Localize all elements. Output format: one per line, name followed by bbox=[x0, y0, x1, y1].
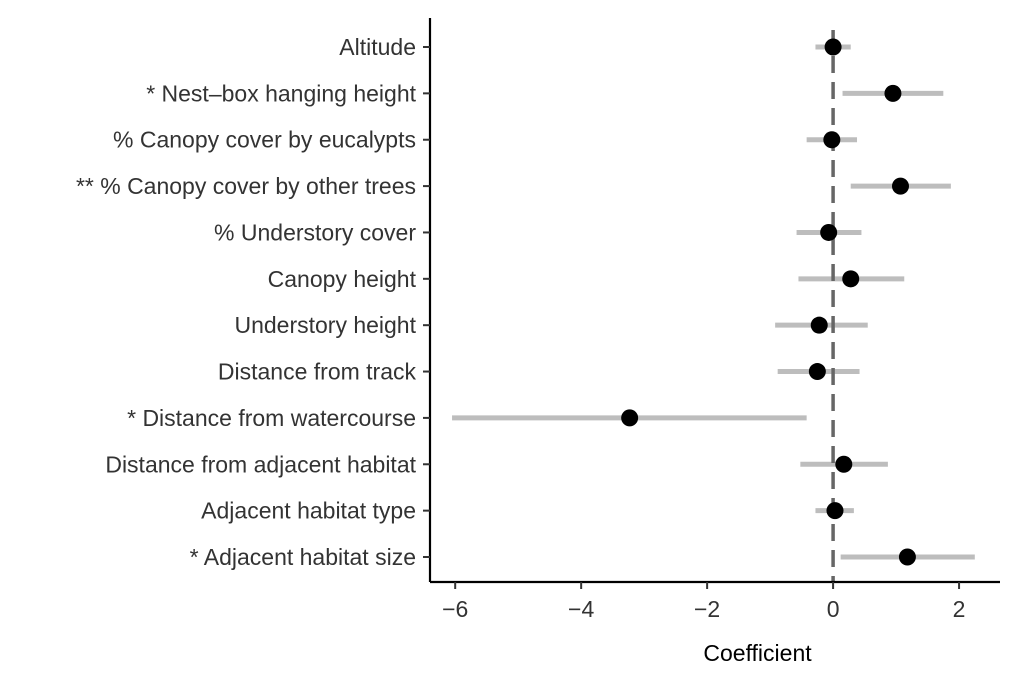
estimate-point bbox=[820, 223, 838, 241]
y-tick-label: * Nest–box hanging height bbox=[146, 80, 416, 106]
interval-layer bbox=[452, 44, 975, 560]
y-tick-label: % Canopy cover by eucalypts bbox=[113, 127, 416, 153]
y-tick-label: % Understory cover bbox=[214, 219, 416, 245]
estimate-point bbox=[824, 38, 842, 56]
axes-layer bbox=[423, 18, 1000, 589]
y-tick-label: ** % Canopy cover by other trees bbox=[76, 173, 416, 199]
estimate-point bbox=[842, 270, 860, 288]
estimate-point bbox=[891, 177, 909, 195]
estimate-point bbox=[898, 548, 916, 566]
y-tick-label: Adjacent habitat type bbox=[201, 498, 416, 524]
estimate-point bbox=[823, 131, 841, 149]
y-tick-label: Distance from adjacent habitat bbox=[105, 451, 416, 477]
y-tick-label: * Adjacent habitat size bbox=[190, 544, 416, 570]
y-tick-label: Canopy height bbox=[268, 266, 417, 292]
x-axis-label: Coefficient bbox=[703, 640, 812, 666]
x-tick-label: −2 bbox=[694, 596, 720, 622]
x-tick-label: −6 bbox=[442, 596, 468, 622]
y-tick-label: Understory height bbox=[234, 312, 416, 338]
estimate-point bbox=[808, 363, 826, 381]
y-tick-label: Distance from track bbox=[218, 359, 417, 385]
estimate-point bbox=[884, 84, 902, 102]
x-tick-label: −4 bbox=[568, 596, 594, 622]
estimate-point bbox=[621, 409, 639, 427]
y-tick-label: * Distance from watercourse bbox=[127, 405, 416, 431]
y-tick-labels: Altitude * Nest–box hanging height % Canop… bbox=[76, 34, 417, 570]
x-tick-labels: −6 −4 −2 0 2 bbox=[442, 596, 965, 622]
point-layer bbox=[621, 38, 916, 566]
estimate-point bbox=[835, 455, 853, 473]
x-tick-label: 0 bbox=[827, 596, 840, 622]
estimate-point bbox=[810, 316, 828, 334]
y-tick-label: Altitude bbox=[339, 34, 416, 60]
estimate-point bbox=[826, 502, 844, 520]
x-tick-label: 2 bbox=[953, 596, 966, 622]
